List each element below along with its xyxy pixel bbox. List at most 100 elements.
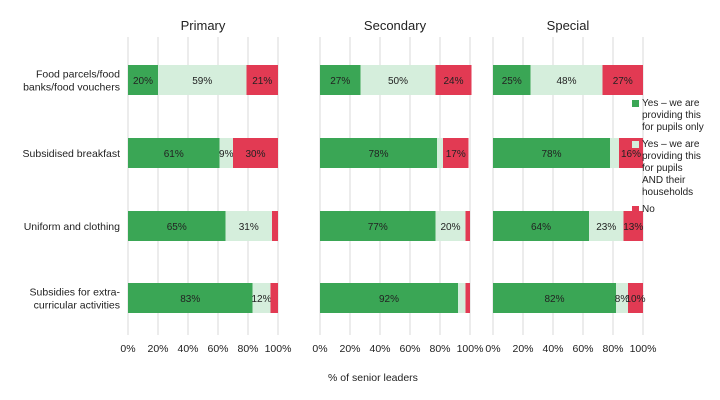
bar-segment <box>493 65 531 95</box>
bar-segment <box>493 138 610 168</box>
x-tick-label: 80% <box>237 343 258 355</box>
bar-segment <box>128 283 253 313</box>
data-label: 17% <box>446 149 466 160</box>
bar-segment <box>233 138 278 168</box>
data-label: 25% <box>502 76 522 87</box>
bar-segment <box>225 211 272 241</box>
bar-segment <box>465 283 470 313</box>
bar-segment <box>320 65 361 95</box>
legend-label: Yes – we are <box>642 98 700 109</box>
data-label: 24% <box>443 76 463 87</box>
bar-segment <box>493 283 616 313</box>
data-label: 59% <box>192 76 212 87</box>
bar-segment <box>435 65 472 95</box>
legend-label: households <box>642 187 694 198</box>
data-label: 21% <box>252 76 272 87</box>
data-label: 78% <box>368 149 388 160</box>
x-tick-label: 100% <box>265 343 292 355</box>
bar-segment <box>320 138 437 168</box>
bar-segment <box>252 283 271 313</box>
panel-title: Special <box>547 18 590 33</box>
panel-title: Primary <box>181 18 226 33</box>
data-label: 27% <box>613 76 633 87</box>
data-label: 16% <box>621 149 641 160</box>
data-label: 64% <box>531 222 551 233</box>
category-label: Subsidies for extra- <box>30 287 121 299</box>
bar-segment <box>128 211 226 241</box>
data-label: 83% <box>180 294 200 305</box>
x-tick-label: 40% <box>542 343 563 355</box>
x-tick-label: 100% <box>457 343 484 355</box>
legend-swatch <box>632 206 639 213</box>
bar-segment <box>128 65 158 95</box>
legend-swatch <box>632 100 639 107</box>
bar-segment <box>437 138 443 168</box>
bar-segment <box>619 138 643 168</box>
x-axis-label: % of senior leaders <box>328 372 418 384</box>
data-label: 27% <box>330 76 350 87</box>
bar-segment <box>360 65 436 95</box>
x-tick-label: 80% <box>429 343 450 355</box>
panel-title: Secondary <box>364 18 427 33</box>
x-tick-label: 20% <box>147 343 168 355</box>
category-label: banks/food vouchers <box>23 82 120 94</box>
legend-label: providing this <box>642 110 701 121</box>
data-label: 65% <box>167 222 187 233</box>
legend-label: for pupils <box>642 163 683 174</box>
data-label: 20% <box>133 76 153 87</box>
bar-segment <box>219 138 233 168</box>
data-label: 50% <box>388 76 408 87</box>
data-label: 61% <box>164 149 184 160</box>
legend-item: Yes – we are providing this for pupils onl… <box>632 98 718 134</box>
data-label: 8% <box>615 294 630 305</box>
x-tick-label: 60% <box>572 343 593 355</box>
legend-swatch <box>632 141 639 148</box>
data-label: 10% <box>625 294 645 305</box>
data-label: 20% <box>440 222 460 233</box>
category-label: Food parcels/food <box>36 69 120 81</box>
data-label: 82% <box>544 294 564 305</box>
bar-segment <box>270 283 278 313</box>
bar-segment <box>320 211 436 241</box>
category-label: curricular activities <box>34 300 120 312</box>
bar-segment <box>435 211 466 241</box>
x-tick-label: 0% <box>485 343 500 355</box>
data-label: 23% <box>596 222 616 233</box>
x-tick-label: 0% <box>120 343 135 355</box>
bar-segment <box>530 65 603 95</box>
data-label: 77% <box>368 222 388 233</box>
x-tick-label: 60% <box>399 343 420 355</box>
bar-segment <box>272 211 278 241</box>
x-tick-label: 40% <box>369 343 390 355</box>
data-label: 12% <box>251 294 271 305</box>
bar-segment <box>246 65 278 95</box>
data-label: 9% <box>219 149 234 160</box>
legend-item: Yes – we are providing this for pupils AND … <box>632 139 718 199</box>
legend-label: No <box>642 204 655 215</box>
data-label: 30% <box>245 149 265 160</box>
bar-segment <box>610 138 619 168</box>
x-tick-label: 80% <box>602 343 623 355</box>
x-tick-label: 40% <box>177 343 198 355</box>
legend-item: No <box>632 204 718 216</box>
x-tick-label: 60% <box>207 343 228 355</box>
category-label: Subsidised breakfast <box>23 148 121 160</box>
category-label: Uniform and clothing <box>24 221 120 233</box>
x-tick-label: 100% <box>630 343 657 355</box>
bar-segment <box>628 283 643 313</box>
legend-label: AND their <box>642 175 686 186</box>
x-tick-label: 0% <box>312 343 327 355</box>
bar-segment <box>602 65 643 95</box>
bar-segment <box>158 65 247 95</box>
bar-segment <box>589 211 624 241</box>
bar-segment <box>465 211 470 241</box>
bar-segment <box>458 283 466 313</box>
bar-segment <box>443 138 469 168</box>
bar-segment <box>623 211 643 241</box>
bar-segment <box>493 211 589 241</box>
bar-segment <box>128 138 220 168</box>
legend-label: for pupils only <box>642 122 704 133</box>
x-tick-label: 20% <box>339 343 360 355</box>
data-label: 31% <box>239 222 259 233</box>
